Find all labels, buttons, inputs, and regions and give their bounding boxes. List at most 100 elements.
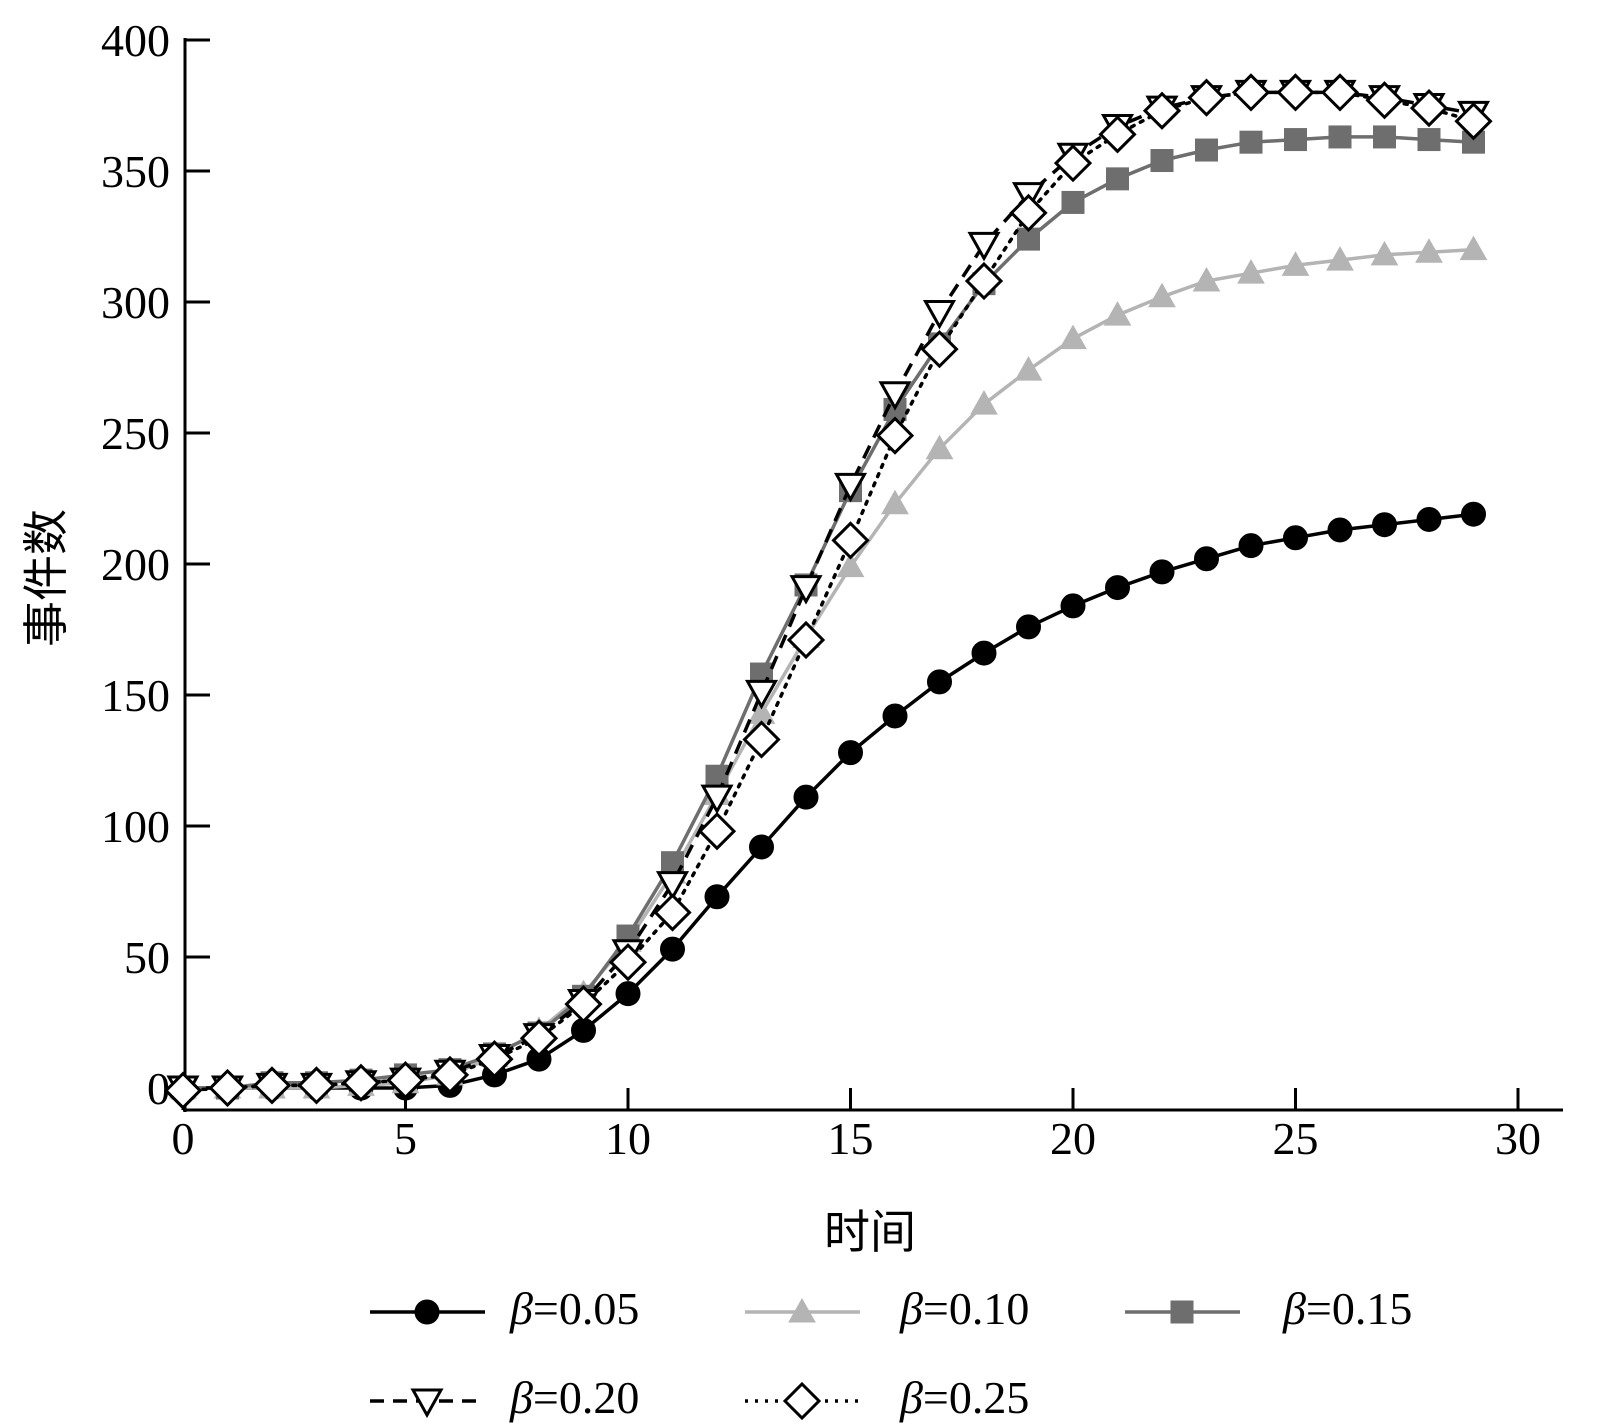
- data-point: [208, 1068, 247, 1108]
- data-point: [615, 981, 641, 1007]
- data-point: [1106, 167, 1129, 191]
- data-point: [1461, 501, 1486, 527]
- series-line: [183, 90, 1474, 1090]
- data-point: [1454, 102, 1493, 141]
- data-point: [793, 784, 819, 810]
- data-point: [1416, 506, 1442, 532]
- data-point: [967, 231, 1001, 262]
- legend-beta-symbol: β: [509, 1283, 533, 1334]
- data-point: [697, 812, 737, 851]
- data-point: [430, 1055, 470, 1095]
- data-point: [920, 330, 959, 369]
- legend-sample-beta-0-20: [370, 1388, 485, 1419]
- legend-label-beta-0-15: β=0.15: [1282, 1283, 1412, 1334]
- data-point: [882, 703, 908, 729]
- legend-item-beta-0-20[interactable]: β=0.20: [370, 1372, 639, 1423]
- legend-value-text: =0.20: [533, 1372, 639, 1423]
- data-point: [1195, 138, 1218, 162]
- data-point: [925, 434, 954, 460]
- data-point: [1237, 259, 1265, 284]
- data-point: [564, 985, 603, 1024]
- data-point: [836, 552, 865, 578]
- data-point: [1009, 193, 1048, 233]
- axes: [183, 38, 1563, 1112]
- x-ticks: 0 5 10 15 20 25 30: [172, 1088, 1541, 1164]
- data-point: [744, 679, 779, 710]
- data-point: [1103, 301, 1132, 326]
- legend-label-beta-0-20: β=0.20: [509, 1372, 639, 1423]
- data-point: [1409, 88, 1449, 128]
- legend-sample-beta-0-05: [370, 1299, 485, 1325]
- data-point: [881, 489, 909, 515]
- data-point: [1014, 356, 1043, 381]
- legend-sample-beta-0-25: [745, 1381, 860, 1421]
- legend-marker: [414, 1299, 440, 1325]
- data-point: [1061, 190, 1085, 214]
- y-tick-label: 300: [101, 277, 170, 328]
- data-point: [475, 1040, 514, 1079]
- data-point: [519, 1019, 559, 1058]
- legend-marker: [782, 1381, 822, 1421]
- y-tick-label: 50: [124, 932, 170, 983]
- legend-item-beta-0-25[interactable]: β=0.25: [745, 1372, 1029, 1423]
- data-point: [700, 784, 734, 815]
- data-point: [1281, 251, 1310, 276]
- data-point: [831, 521, 870, 560]
- data-point: [1238, 533, 1264, 559]
- series-beta-0-20: [166, 79, 1491, 1106]
- data-point: [1148, 282, 1176, 308]
- series-line: [183, 247, 1474, 1090]
- series-line: [183, 135, 1474, 1090]
- data-point: [1417, 128, 1441, 152]
- data-point: [927, 669, 952, 695]
- legend-item-beta-0-10[interactable]: β=0.10: [745, 1283, 1029, 1334]
- data-point: [1328, 125, 1352, 149]
- data-point: [297, 1066, 336, 1105]
- data-point: [878, 381, 912, 411]
- data-point: [386, 1061, 425, 1100]
- legend-value-text: =0.25: [923, 1372, 1029, 1423]
- y-tick-label: 0: [147, 1063, 170, 1114]
- data-point: [1372, 512, 1397, 538]
- data-point: [1060, 593, 1086, 619]
- data-point: [252, 1066, 292, 1105]
- data-point: [1142, 91, 1182, 130]
- y-tick-label: 400: [101, 15, 170, 66]
- y-axis-title: 事件数: [19, 509, 73, 647]
- data-point: [1284, 128, 1307, 152]
- data-point: [1327, 517, 1353, 543]
- y-ticks: 0 50 100 150 200 250 300 350 400: [101, 15, 210, 1114]
- data-point: [1459, 235, 1488, 261]
- legend-item-beta-0-15[interactable]: β=0.15: [1125, 1283, 1412, 1334]
- legend-beta-symbol: β: [899, 1372, 923, 1423]
- legend-item-beta-0-05[interactable]: β=0.05: [370, 1283, 639, 1334]
- data-point: [1239, 130, 1263, 154]
- data-point: [1187, 78, 1226, 117]
- y-tick-label: 150: [101, 670, 170, 721]
- legend-marker: [1170, 1300, 1194, 1324]
- data-point: [971, 640, 997, 666]
- data-point: [964, 261, 1004, 301]
- data-point: [1192, 267, 1221, 292]
- data-point: [660, 936, 685, 962]
- legend-sample-beta-0-15: [1125, 1300, 1240, 1324]
- series-beta-0-25: [163, 73, 1493, 1110]
- data-point: [1231, 73, 1271, 112]
- data-point: [608, 943, 648, 982]
- legend-label-beta-0-25: β=0.25: [899, 1372, 1029, 1423]
- y-tick-label: 200: [101, 539, 170, 590]
- x-axis-title: 时间: [824, 1205, 916, 1259]
- data-point: [1194, 546, 1219, 572]
- data-point: [341, 1063, 381, 1102]
- legend-label-beta-0-10: β=0.10: [899, 1283, 1029, 1334]
- data-point: [1150, 149, 1174, 173]
- legend-label-beta-0-05: β=0.05: [509, 1283, 639, 1334]
- legend-value-text: =0.10: [923, 1283, 1029, 1334]
- data-point: [786, 620, 826, 660]
- legend-sample-beta-0-10: [745, 1297, 860, 1323]
- legend-beta-symbol: β: [1282, 1283, 1306, 1334]
- legend-beta-symbol: β: [509, 1372, 533, 1423]
- legend-marker: [788, 1297, 816, 1323]
- series-line: [181, 90, 1476, 1093]
